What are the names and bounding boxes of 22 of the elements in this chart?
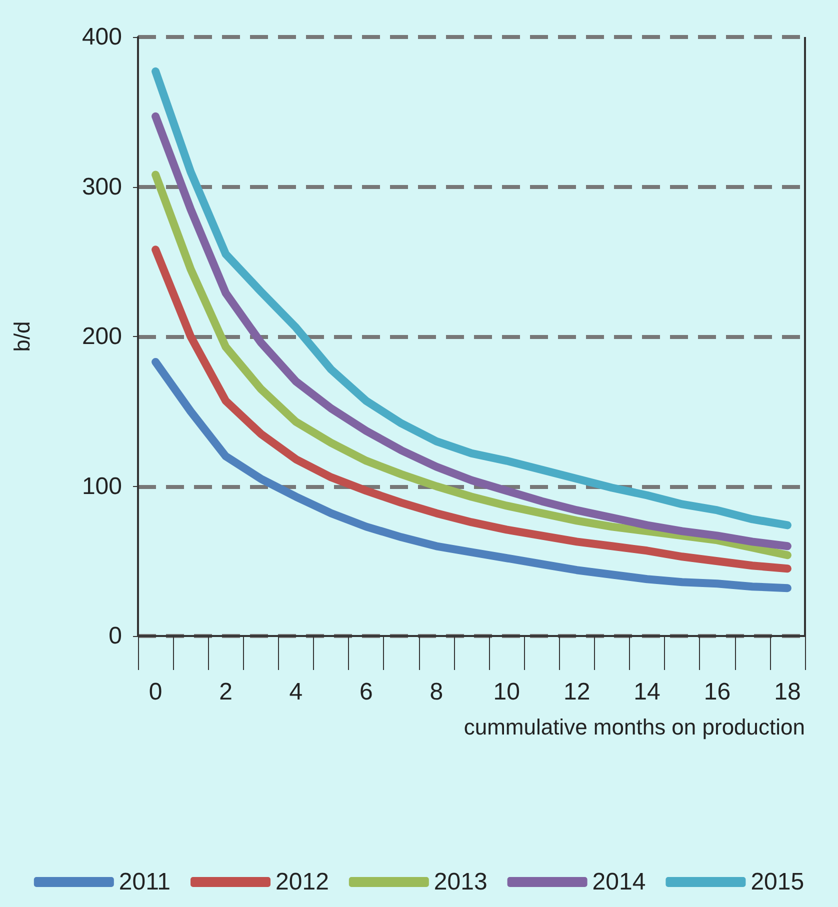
y-tick-label: 300 xyxy=(82,173,122,200)
x-tick-label: 10 xyxy=(493,678,520,706)
legend-label: 2011 xyxy=(118,868,171,896)
y-tick-label: 0 xyxy=(108,622,122,650)
x-tick-label: 14 xyxy=(634,678,660,706)
x-tick-label: 0 xyxy=(148,678,162,706)
x-tick-label: 8 xyxy=(430,678,444,706)
legend-label: 2015 xyxy=(750,868,804,896)
x-tick-label: 16 xyxy=(704,678,731,706)
x-tick-label: 4 xyxy=(289,678,303,706)
y-tick-label: 100 xyxy=(82,472,122,500)
x-tick-label: 18 xyxy=(774,678,801,706)
x-axis-title: cummulative months on production xyxy=(464,714,805,740)
legend-label: 2013 xyxy=(434,868,488,896)
x-tick-label: 6 xyxy=(360,678,373,706)
y-axis-title: b/d xyxy=(10,321,34,352)
y-tick-label: 400 xyxy=(82,24,122,50)
x-tick-label: 12 xyxy=(563,678,590,706)
legend-label: 2014 xyxy=(592,868,646,896)
y-tick-label: 200 xyxy=(82,323,122,350)
legend-label: 2012 xyxy=(276,868,329,896)
x-tick-label: 2 xyxy=(219,678,232,706)
